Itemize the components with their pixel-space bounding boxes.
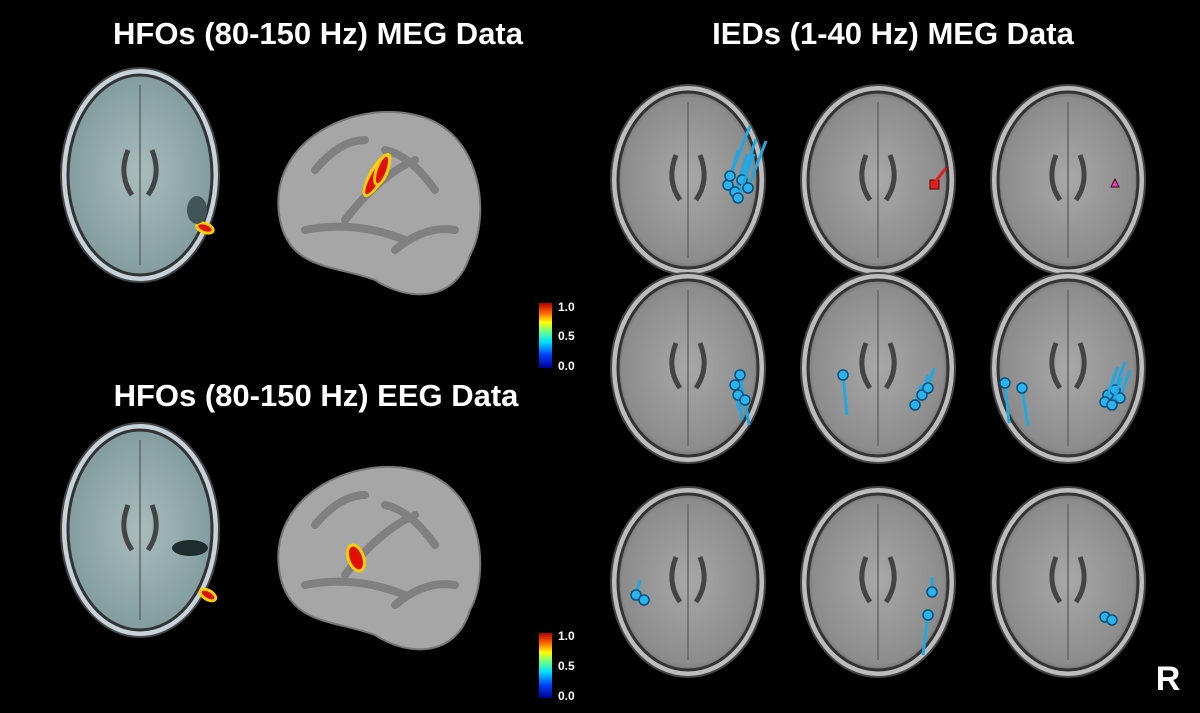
orientation-label: R bbox=[1156, 660, 1181, 698]
colorbar-tick: 0.0 bbox=[558, 359, 575, 373]
dipole-tail bbox=[728, 125, 752, 177]
dipole bbox=[724, 170, 736, 182]
dipole bbox=[909, 399, 921, 411]
panel-title: HFOs (80-150 Hz) MEG Data bbox=[113, 16, 524, 51]
sulcus bbox=[391, 580, 459, 609]
ventricle bbox=[859, 154, 897, 202]
dipole-tail bbox=[921, 614, 930, 656]
sulcus bbox=[301, 222, 409, 244]
dipole-tail bbox=[746, 140, 768, 189]
dipole-tail bbox=[841, 374, 849, 416]
panel-title: HFOs (80-150 Hz) EEG Data bbox=[114, 378, 520, 413]
ventricle bbox=[121, 504, 159, 552]
dipole bbox=[638, 594, 650, 606]
dipole bbox=[922, 382, 934, 394]
ventricle bbox=[1049, 342, 1087, 390]
panel-title: IEDs (1-40 Hz) MEG Data bbox=[712, 16, 1075, 51]
ventricle bbox=[1049, 154, 1087, 202]
ventricle bbox=[859, 342, 897, 390]
dipole bbox=[734, 369, 746, 381]
sulcus bbox=[301, 577, 409, 599]
dipole-tail bbox=[740, 138, 758, 181]
colorbar-tick: 1.0 bbox=[558, 629, 575, 643]
dipole bbox=[929, 179, 940, 190]
activation bbox=[349, 546, 363, 570]
dipole bbox=[630, 589, 642, 601]
dipole bbox=[922, 609, 934, 621]
dipole bbox=[729, 379, 741, 391]
dipole bbox=[732, 192, 744, 204]
sulcus bbox=[311, 491, 369, 529]
activation bbox=[201, 590, 215, 600]
colorbar bbox=[539, 303, 552, 368]
dipole bbox=[742, 182, 754, 194]
dipole bbox=[739, 394, 751, 406]
dipole bbox=[1106, 399, 1118, 411]
dipole-tail bbox=[1020, 387, 1030, 427]
activation bbox=[375, 156, 389, 184]
lesion bbox=[172, 540, 208, 556]
dipole bbox=[1106, 614, 1118, 626]
colorbar-tick: 0.5 bbox=[558, 329, 575, 343]
sulcus bbox=[381, 146, 439, 194]
ventricle bbox=[121, 149, 159, 197]
activation bbox=[198, 224, 212, 232]
sulcus bbox=[381, 501, 439, 549]
colorbar-tick: 0.5 bbox=[558, 659, 575, 673]
ventricle bbox=[669, 556, 707, 604]
dipole bbox=[1110, 177, 1120, 188]
ventricle bbox=[669, 154, 707, 202]
ventricle bbox=[859, 556, 897, 604]
dipole bbox=[999, 377, 1011, 389]
sulcus bbox=[391, 225, 459, 254]
lesion bbox=[187, 196, 207, 224]
dipole bbox=[837, 369, 849, 381]
dipole bbox=[926, 586, 938, 598]
ventricle bbox=[1049, 556, 1087, 604]
dipole-tail bbox=[1003, 382, 1011, 424]
dipole-tail bbox=[733, 153, 749, 193]
colorbar bbox=[539, 633, 552, 698]
dipole-tail bbox=[736, 153, 756, 199]
sulcus bbox=[311, 136, 369, 174]
ventricle bbox=[669, 342, 707, 390]
dipole-tail bbox=[933, 167, 948, 183]
dipole bbox=[1016, 382, 1028, 394]
colorbar-tick: 1.0 bbox=[558, 300, 575, 314]
colorbar-tick: 0.0 bbox=[558, 689, 575, 703]
